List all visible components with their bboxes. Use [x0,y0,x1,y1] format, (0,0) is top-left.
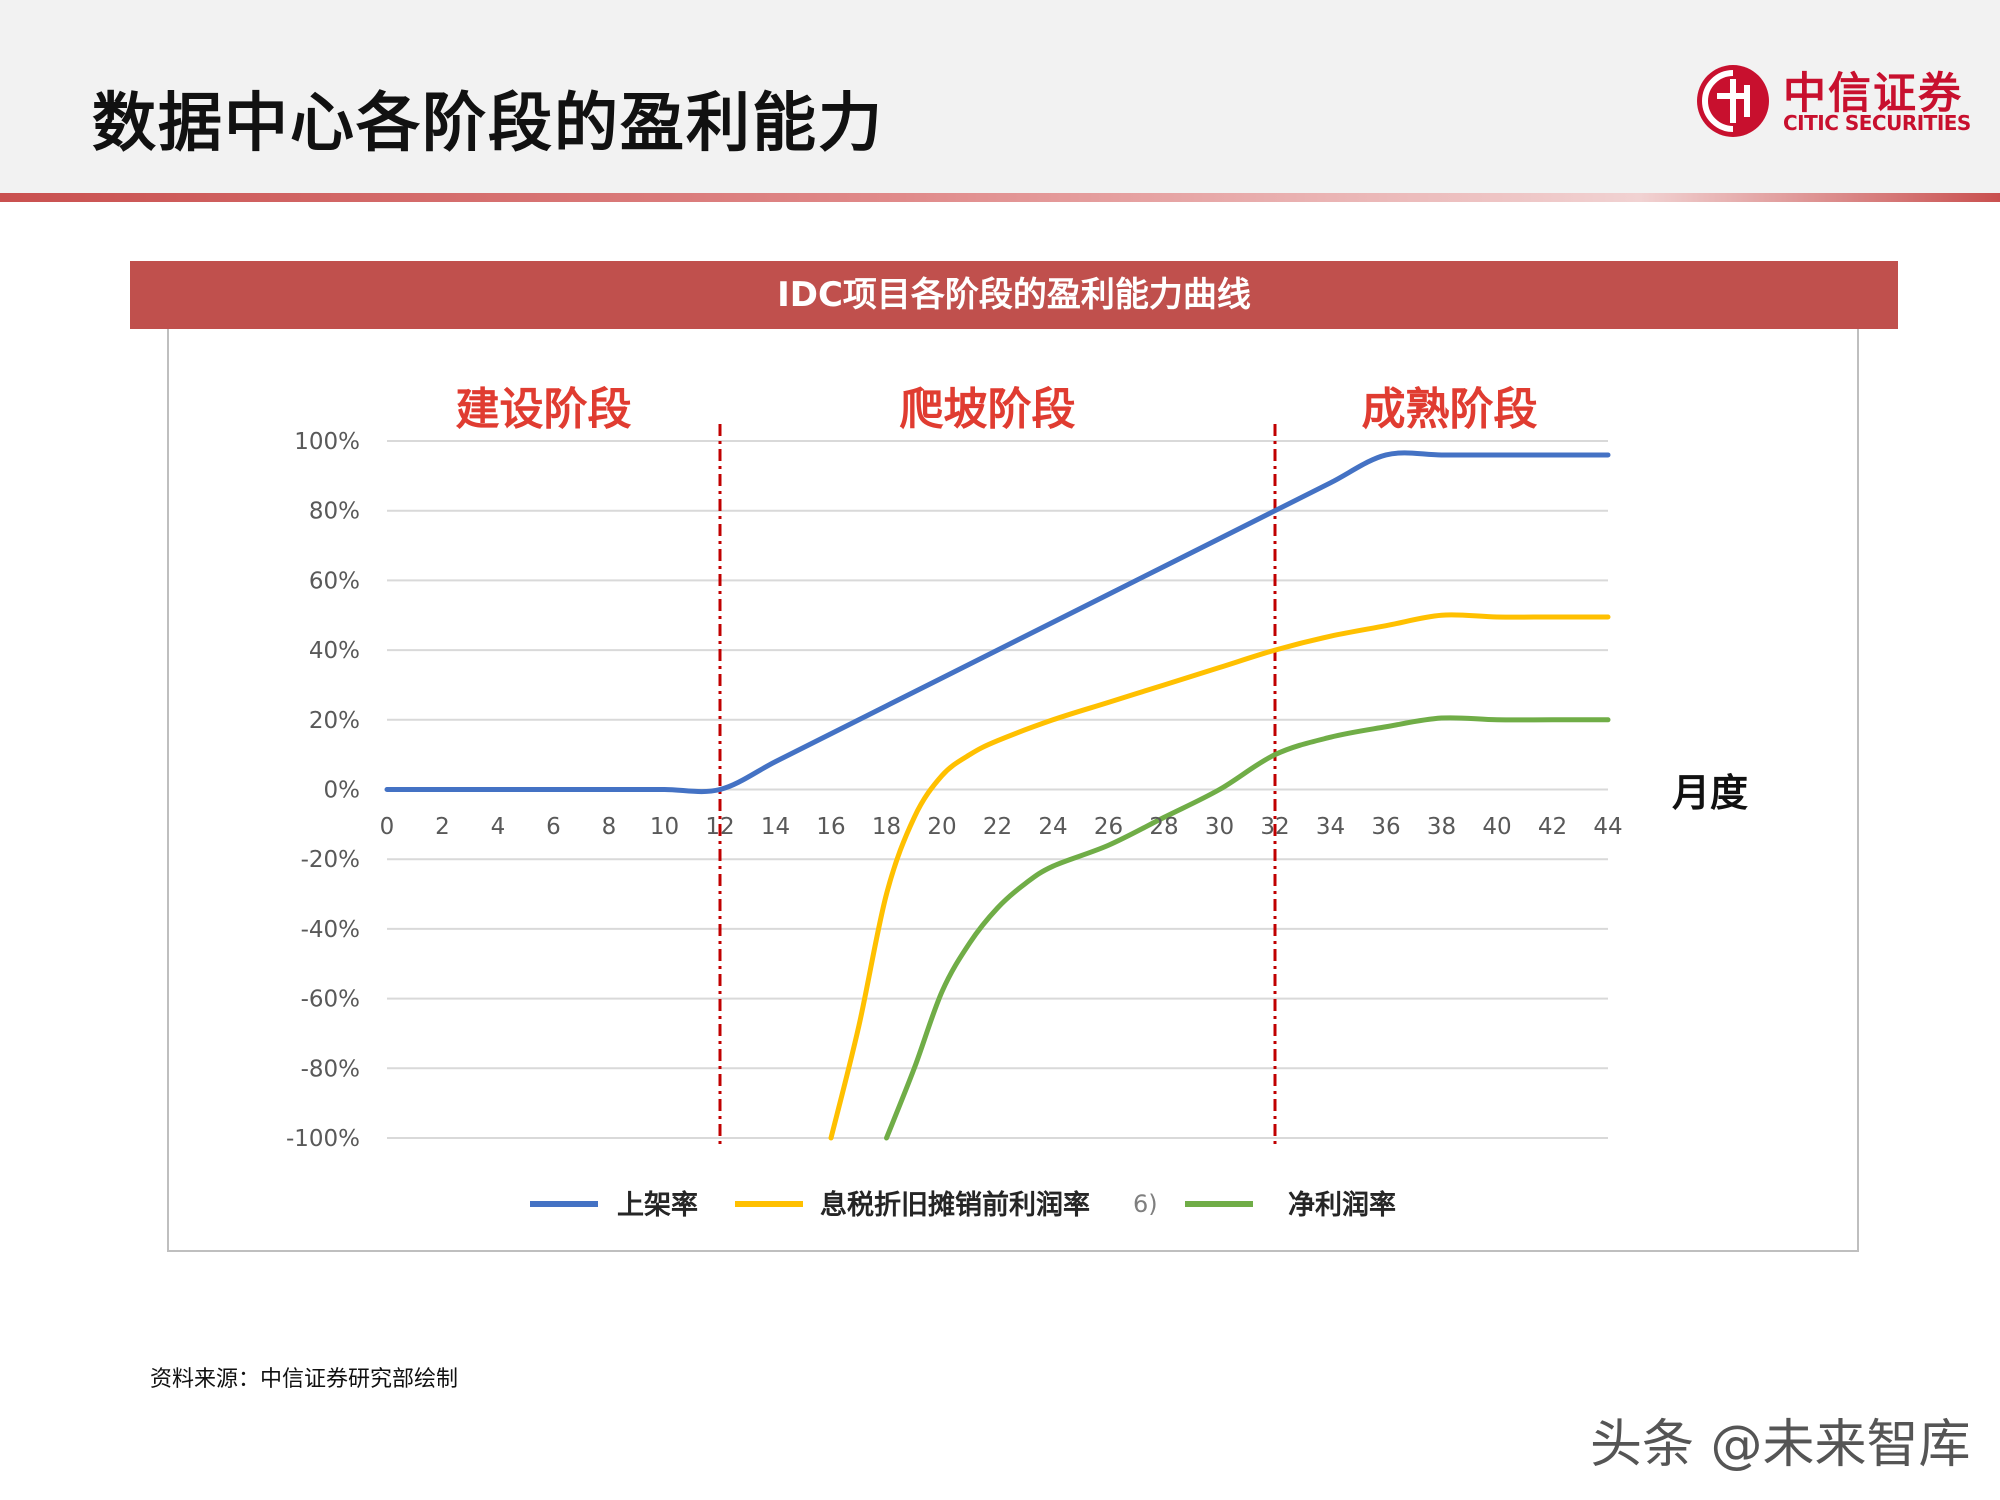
source-note: 资料来源：中信证券研究部绘制 [150,1367,459,1392]
stage-dividers [718,424,1277,1144]
y-tick-labels: 100% 80% 60% 40% 20% 0% -20% -40% -60% -80% -100% [286,429,360,1152]
y-tick-label: 60% [309,568,360,594]
y-tick-label: 20% [309,708,360,734]
legend-label: 净利润率 [1288,1189,1396,1221]
x-tick-label: 24 [1038,814,1067,840]
stage-label: 建设阶段 [456,384,632,435]
legend-label: 上架率 [617,1189,698,1221]
watermark: 头条 @未来智库 [1590,1415,1971,1475]
logo-english-name: CITIC SECURITIES [1783,111,1971,135]
x-tick-label: 34 [1316,814,1345,840]
x-tick-label: 44 [1593,814,1622,840]
x-tick-label: 16 [816,814,845,840]
x-axis-label: 月度 [1672,771,1748,815]
page-title: 数据中心各阶段的盈利能力 [92,87,884,161]
x-tick-label: 36 [1371,814,1400,840]
x-tick-label: 12 [705,814,734,840]
y-tick-label: 0% [324,778,361,804]
x-tick-label: 20 [927,814,956,840]
y-tick-label: -20% [301,847,360,873]
x-tick-labels: 0 2 4 6 8 10 12 14 16 18 20 22 24 26 28 30 32 34 36 38 40 42 4… [380,814,1623,840]
logo-chinese-name: 中信证券 [1783,69,1963,119]
stage-label: 成熟阶段 [1362,384,1538,435]
x-tick-label: 6 [546,814,561,840]
x-tick-label: 26 [1094,814,1123,840]
legend-label: 息税折旧摊销前利润率 [820,1189,1090,1221]
x-tick-label: 14 [761,814,790,840]
x-tick-label: 40 [1482,814,1511,840]
x-tick-label: 8 [602,814,617,840]
x-tick-label: 18 [872,814,901,840]
citic-logo: 中信证券 CITIC SECURITIES [1695,63,1971,143]
x-tick-label: 4 [491,814,506,840]
x-tick-label: 2 [435,814,450,840]
series-line-1 [384,450,1611,795]
series-line-3 [884,715,1611,1141]
x-tick-label: 22 [983,814,1012,840]
y-tick-label: -80% [301,1056,360,1082]
series-lines [384,450,1611,1141]
x-tick-label: 32 [1260,814,1289,840]
header-divider [0,193,2000,202]
x-tick-label: 28 [1149,814,1178,840]
y-tick-label: 80% [309,499,360,525]
citic-logo-icon [1697,65,1769,137]
x-tick-label: 30 [1205,814,1234,840]
y-tick-label: -40% [301,917,360,943]
y-tick-label: 100% [294,429,360,455]
x-tick-label: 38 [1427,814,1456,840]
legend-annotation: 6) [1133,1190,1158,1218]
y-tick-label: 40% [309,638,360,664]
y-tick-label: -60% [301,987,360,1013]
stage-label: 爬坡阶段 [900,384,1076,435]
stage-labels: 建设阶段 爬坡阶段 成熟阶段 [456,384,1538,435]
page-header [0,0,2000,193]
chart-title: IDC项目各阶段的盈利能力曲线 [130,261,1898,329]
x-tick-label: 10 [650,814,679,840]
legend: 上架率 息税折旧摊销前利润率 净利润率 [530,1189,1396,1221]
x-tick-label: 42 [1538,814,1567,840]
y-tick-label: -100% [286,1126,360,1152]
series-line-2 [828,612,1611,1141]
x-tick-label: 0 [380,814,395,840]
